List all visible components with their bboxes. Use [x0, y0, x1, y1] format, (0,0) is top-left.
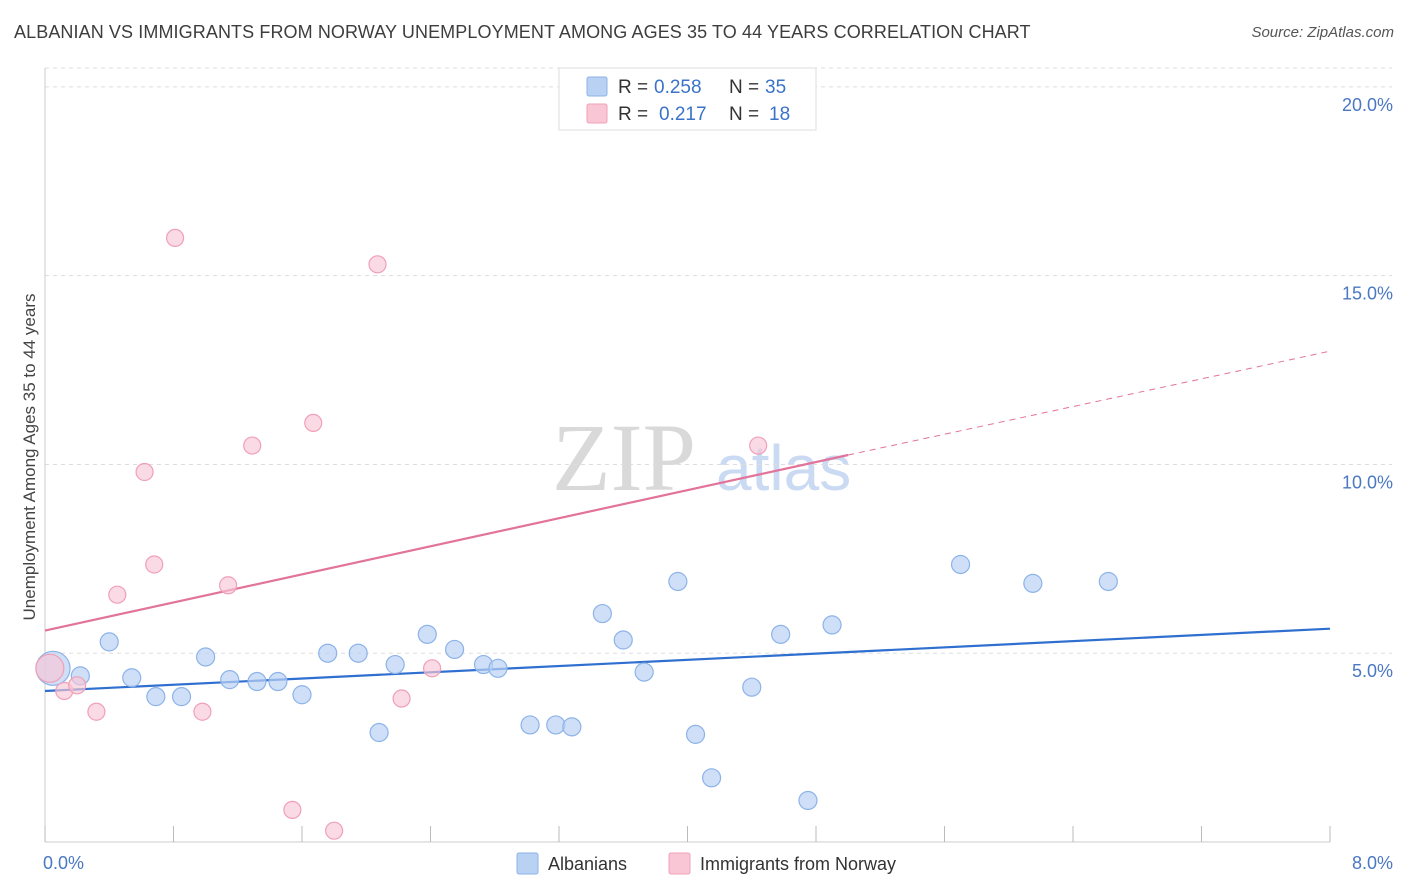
- point-albanians-32: [950, 554, 971, 575]
- point-norway-2: [68, 676, 87, 695]
- point-albanians-19: [520, 715, 540, 735]
- point-albanians-34: [1098, 571, 1118, 592]
- bottom-legend: Albanians Immigrants from Norway: [516, 852, 896, 875]
- point-norway-7: [166, 228, 185, 248]
- point-albanians-31: [822, 615, 842, 635]
- point-norway-12: [304, 413, 323, 433]
- point-norway-17: [749, 436, 768, 455]
- y-tick-label-5: 5.0%: [1352, 661, 1393, 681]
- legend-swatch-albanians: [586, 76, 608, 97]
- point-albanians-7: [220, 670, 240, 690]
- point-albanians-15: [417, 624, 437, 644]
- point-albanians-6: [196, 647, 216, 667]
- point-albanians-24: [634, 662, 654, 682]
- point-albanians-2: [99, 632, 119, 652]
- point-albanians-16: [444, 639, 465, 660]
- point-norway-16: [423, 659, 442, 678]
- point-norway-14: [368, 255, 387, 274]
- point-norway-9: [219, 576, 238, 595]
- point-norway-8: [193, 702, 212, 721]
- point-albanians-28: [742, 677, 762, 697]
- y-tick-label-20: 20.0%: [1342, 95, 1393, 115]
- point-albanians-33: [1023, 573, 1043, 593]
- point-norway-6: [145, 555, 164, 574]
- grid-layer: [45, 67, 1392, 654]
- point-norway-5: [135, 462, 154, 482]
- legend-n-value-norway: 18: [769, 104, 790, 125]
- axes-layer: [44, 68, 1331, 843]
- point-albanians-27: [701, 768, 722, 788]
- y-tick-label-10: 10.0%: [1342, 472, 1393, 492]
- point-albanians-23: [613, 630, 633, 650]
- point-albanians-29: [771, 624, 791, 644]
- point-albanians-4: [146, 687, 166, 707]
- legend-r-label-albanians: R =: [618, 77, 648, 98]
- legend-n-label-norway: N =: [729, 104, 759, 125]
- x-tick-label-min: 0.0%: [43, 853, 84, 873]
- point-albanians-26: [685, 724, 706, 744]
- point-albanians-9: [268, 671, 288, 692]
- point-norway-4: [108, 585, 127, 604]
- point-albanians-11: [318, 643, 338, 663]
- x-tick-label-max: 8.0%: [1352, 853, 1393, 873]
- point-albanians-12: [348, 643, 368, 663]
- point-norway-3: [87, 702, 106, 721]
- trend-line-norway-extension: [848, 350, 1331, 456]
- point-albanians-22: [592, 603, 612, 624]
- point-albanians-20: [546, 715, 566, 735]
- point-albanians-10: [292, 685, 312, 705]
- bottom-legend-swatch-albanians: [516, 852, 539, 875]
- legend-r-value-norway: 0.217: [659, 104, 707, 125]
- point-albanians-3: [122, 668, 142, 688]
- point-norway-11: [283, 800, 302, 820]
- point-albanians-30: [798, 790, 818, 811]
- point-albanians-13: [369, 722, 389, 743]
- trend-line-norway: [44, 453, 849, 632]
- legend-r-value-albanians: 0.258: [654, 77, 702, 98]
- point-albanians-14: [385, 654, 405, 675]
- y-tick-labels: 5.0% 10.0% 15.0% 20.0%: [1342, 95, 1393, 681]
- bottom-legend-label-norway: Immigrants from Norway: [700, 854, 896, 874]
- source-attribution: Source: ZipAtlas.com: [1251, 24, 1394, 41]
- legend: R = 0.258 N = 35 R = 0.217 N = 18: [558, 67, 817, 131]
- y-axis-label: Unemployment Among Ages 35 to 44 years: [20, 294, 39, 621]
- point-albanians-25: [668, 571, 688, 592]
- legend-n-value-albanians: 35: [765, 77, 786, 98]
- legend-swatch-norway: [586, 103, 608, 124]
- point-albanians-18: [488, 658, 508, 678]
- bottom-legend-swatch-norway: [668, 852, 691, 875]
- point-norway-15: [392, 689, 411, 708]
- legend-n-label-albanians: N =: [729, 77, 759, 98]
- data-points: [35, 228, 1118, 840]
- point-norway-10: [243, 436, 262, 455]
- chart-title: ALBANIAN VS IMMIGRANTS FROM NORWAY UNEMP…: [14, 22, 1031, 42]
- y-tick-label-15: 15.0%: [1342, 284, 1393, 304]
- point-albanians-5: [171, 687, 192, 707]
- bottom-legend-label-albanians: Albanians: [548, 854, 627, 874]
- point-norway-0: [35, 653, 65, 683]
- watermark-zip: ZIP: [552, 404, 696, 511]
- legend-r-label-norway: R =: [618, 104, 648, 125]
- point-albanians-8: [247, 671, 267, 692]
- trend-lines: [44, 350, 1331, 693]
- point-norway-13: [325, 821, 344, 840]
- point-albanians-21: [562, 717, 582, 737]
